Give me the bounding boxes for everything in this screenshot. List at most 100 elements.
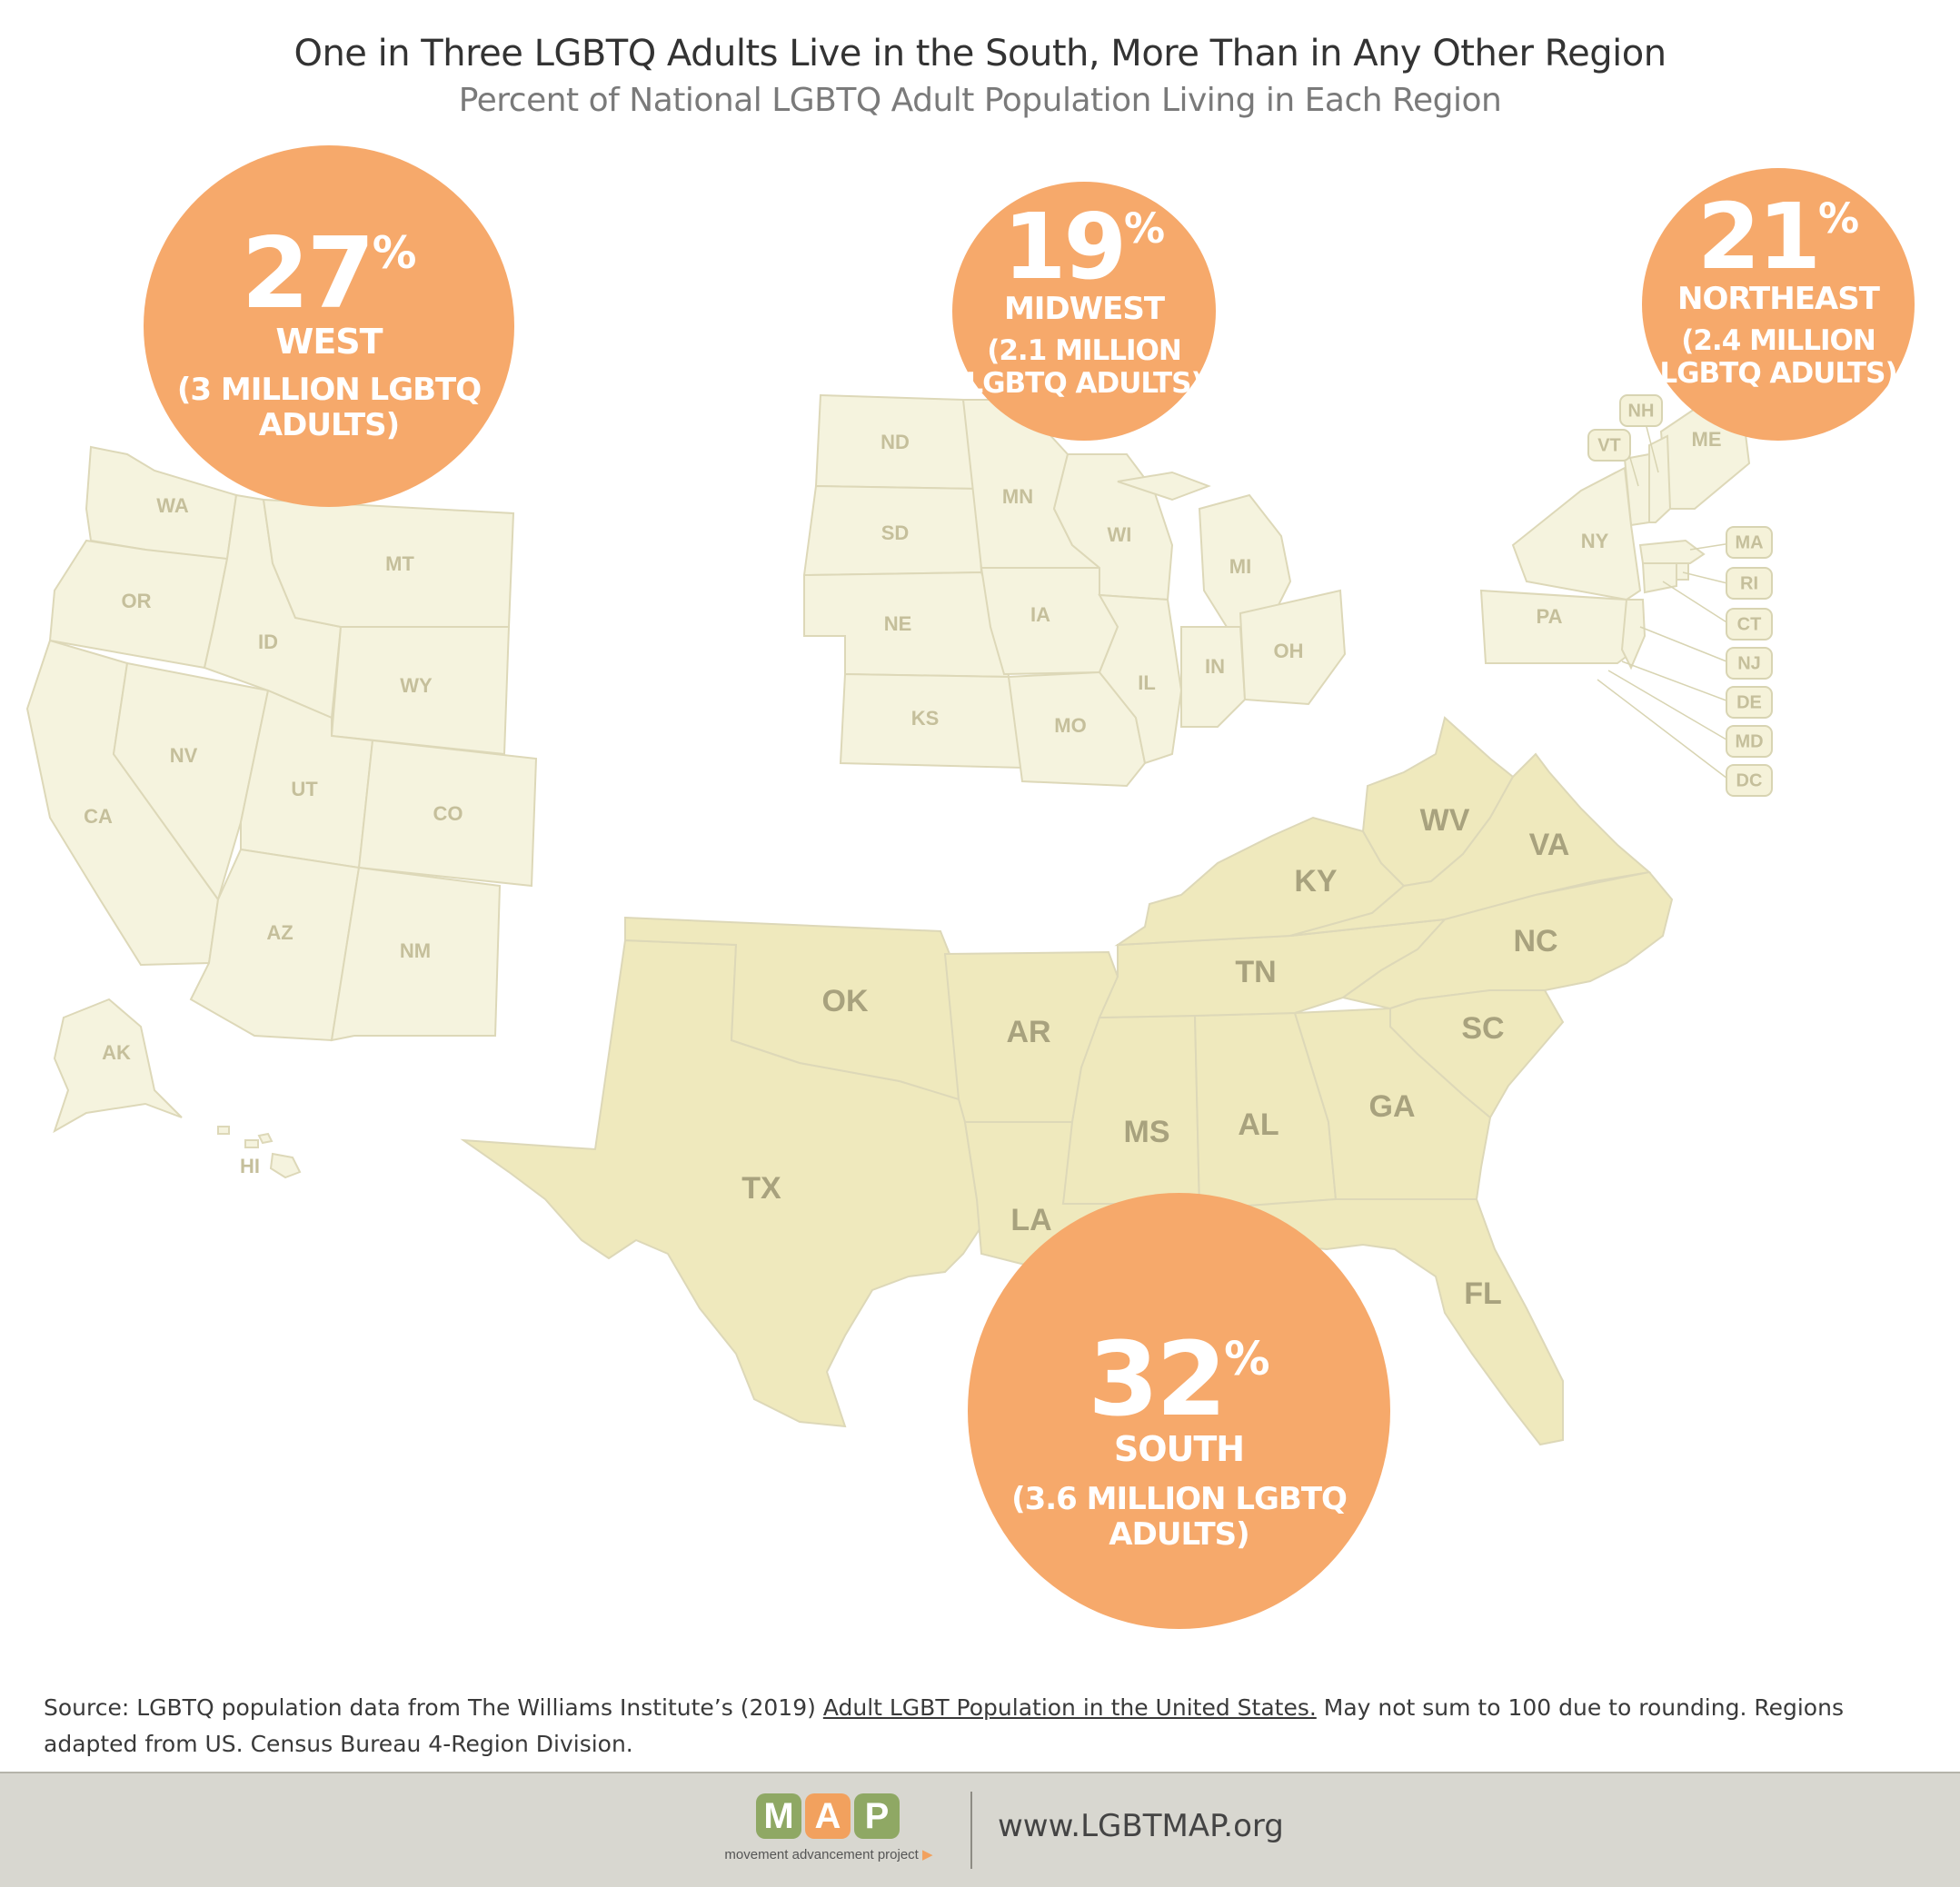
state-IN bbox=[1180, 626, 1247, 728]
northeast-name: NORTHEAST bbox=[1677, 281, 1880, 317]
state-NJ bbox=[1620, 599, 1647, 670]
svg-text:TN: TN bbox=[1235, 955, 1276, 989]
svg-text:MN: MN bbox=[1002, 485, 1033, 508]
west-state-labels: WA OR CA NV ID MT WY UT CO AZ NM AK HI bbox=[84, 494, 463, 1177]
footer-url[interactable]: www.LGBTMAP.org bbox=[998, 1808, 1284, 1844]
svg-text:NY: NY bbox=[1581, 530, 1609, 552]
logo-letter-a: A bbox=[805, 1793, 851, 1839]
svg-text:VA: VA bbox=[1529, 828, 1570, 862]
svg-text:DE: DE bbox=[1736, 692, 1762, 712]
midwest-name: MIDWEST bbox=[1003, 291, 1165, 327]
northeast-state-labels: ME NY PA bbox=[1537, 428, 1722, 628]
state-WY bbox=[330, 626, 511, 756]
play-arrow-icon: ▶ bbox=[922, 1847, 933, 1862]
svg-text:GA: GA bbox=[1369, 1089, 1416, 1124]
map-logo[interactable]: M A P movement advancement project ▶ bbox=[720, 1793, 938, 1871]
svg-text:IL: IL bbox=[1138, 671, 1156, 694]
source-note: Source: LGBTQ population data from The W… bbox=[44, 1690, 1915, 1763]
svg-text:WA: WA bbox=[156, 494, 189, 517]
svg-text:MA: MA bbox=[1735, 532, 1763, 552]
svg-text:TX: TX bbox=[741, 1171, 781, 1206]
svg-text:MO: MO bbox=[1054, 714, 1086, 737]
svg-text:NE: NE bbox=[884, 612, 912, 635]
chart-title: One in Three LGBTQ Adults Live in the So… bbox=[294, 33, 1666, 74]
svg-text:KS: KS bbox=[911, 707, 940, 730]
svg-text:MD: MD bbox=[1735, 731, 1763, 751]
svg-text:NJ: NJ bbox=[1737, 653, 1761, 673]
northeast-count-line2: LGBTQ ADULTS) bbox=[1659, 357, 1897, 391]
svg-text:FL: FL bbox=[1464, 1276, 1502, 1311]
svg-text:RI: RI bbox=[1740, 573, 1758, 593]
south-state-labels: TX OK AR LA MS AL GA FL TN KY WV VA NC S… bbox=[741, 803, 1569, 1311]
svg-text:VT: VT bbox=[1597, 435, 1621, 455]
svg-text:AR: AR bbox=[1006, 1015, 1050, 1049]
svg-text:WI: WI bbox=[1108, 523, 1132, 546]
svg-text:SC: SC bbox=[1461, 1011, 1504, 1046]
svg-text:KY: KY bbox=[1294, 864, 1338, 899]
svg-text:MT: MT bbox=[385, 552, 414, 575]
svg-text:NV: NV bbox=[170, 744, 198, 767]
svg-text:AZ: AZ bbox=[266, 921, 293, 944]
south-percent: 32% bbox=[1088, 1321, 1270, 1439]
south-name: SOUTH bbox=[1113, 1429, 1245, 1469]
svg-text:UT: UT bbox=[291, 778, 318, 800]
source-link[interactable]: Adult LGBT Population in the United Stat… bbox=[822, 1694, 1317, 1721]
svg-text:OR: OR bbox=[122, 590, 152, 612]
west-percent: 27% bbox=[241, 217, 417, 331]
west-bubble: 27% WEST (3 MILLION LGBTQ ADULTS) bbox=[144, 145, 514, 507]
state-OH bbox=[1239, 589, 1347, 706]
northeast-percent: 21% bbox=[1696, 184, 1860, 290]
svg-text:NC: NC bbox=[1513, 924, 1557, 958]
state-NY bbox=[1511, 466, 1642, 601]
svg-text:MS: MS bbox=[1124, 1115, 1170, 1149]
svg-text:ND: ND bbox=[881, 431, 910, 453]
svg-text:NM: NM bbox=[400, 939, 431, 962]
footer-bar: M A P movement advancement project ▶ www… bbox=[0, 1772, 1960, 1887]
northeast-callouts bbox=[1597, 419, 1732, 782]
northeast-state-tags: NH VT MA RI CT NJ DE MD DC bbox=[1587, 394, 1773, 797]
svg-text:AK: AK bbox=[102, 1041, 131, 1064]
svg-text:PA: PA bbox=[1537, 605, 1563, 628]
midwest-bubble: 19% MIDWEST (2.1 MILLION LGBTQ ADULTS) bbox=[952, 182, 1216, 441]
svg-text:MI: MI bbox=[1229, 555, 1251, 578]
state-IL bbox=[1098, 593, 1183, 765]
state-MA bbox=[1638, 539, 1706, 564]
state-NM bbox=[330, 866, 502, 1042]
svg-text:IN: IN bbox=[1205, 655, 1225, 678]
state-AK bbox=[53, 998, 183, 1134]
northeast-bubble: 21% NORTHEAST (2.4 MILLION LGBTQ ADULTS) bbox=[1642, 168, 1915, 441]
svg-text:DC: DC bbox=[1736, 770, 1763, 790]
south-region bbox=[460, 716, 1674, 1446]
midwest-count-line2: LGBTQ ADULTS) bbox=[965, 367, 1203, 401]
northeast-count-line1: (2.4 MILLION bbox=[1681, 324, 1876, 358]
footer-divider bbox=[970, 1792, 972, 1869]
logo-tagline: movement advancement project ▶ bbox=[724, 1847, 933, 1862]
logo-letter-m: M bbox=[756, 1793, 801, 1839]
svg-text:LA: LA bbox=[1010, 1203, 1051, 1237]
svg-text:HI: HI bbox=[240, 1155, 260, 1177]
logo-letters: M A P bbox=[756, 1793, 900, 1839]
west-count: (3 MILLION LGBTQ ADULTS) bbox=[176, 371, 482, 443]
south-bubble: 32% SOUTH (3.6 MILLION LGBTQ ADULTS) bbox=[968, 1193, 1390, 1629]
svg-text:CO: CO bbox=[433, 802, 463, 825]
state-CT bbox=[1641, 562, 1677, 594]
svg-text:ID: ID bbox=[258, 631, 278, 653]
svg-text:AL: AL bbox=[1238, 1107, 1278, 1142]
svg-text:WV: WV bbox=[1420, 803, 1470, 838]
west-name: WEST bbox=[275, 322, 383, 362]
svg-text:NH: NH bbox=[1628, 401, 1655, 421]
svg-text:OH: OH bbox=[1274, 640, 1304, 662]
svg-text:WY: WY bbox=[400, 674, 433, 697]
svg-text:SD: SD bbox=[881, 521, 910, 544]
state-FL bbox=[1212, 1198, 1564, 1446]
state-HI bbox=[217, 1126, 302, 1179]
state-NV bbox=[112, 661, 270, 902]
svg-text:CA: CA bbox=[84, 805, 113, 828]
midwest-count-line1: (2.1 MILLION bbox=[987, 334, 1182, 368]
midwest-state-labels: ND SD NE KS MN IA MO WI IL MI IN OH bbox=[881, 431, 1303, 737]
us-region-map: WA OR CA NV ID MT WY UT CO AZ NM AK HI bbox=[25, 393, 1773, 1446]
midwest-region bbox=[802, 393, 1347, 788]
svg-text:IA: IA bbox=[1030, 603, 1050, 626]
svg-text:ME: ME bbox=[1692, 428, 1722, 451]
state-OK bbox=[624, 916, 960, 1101]
